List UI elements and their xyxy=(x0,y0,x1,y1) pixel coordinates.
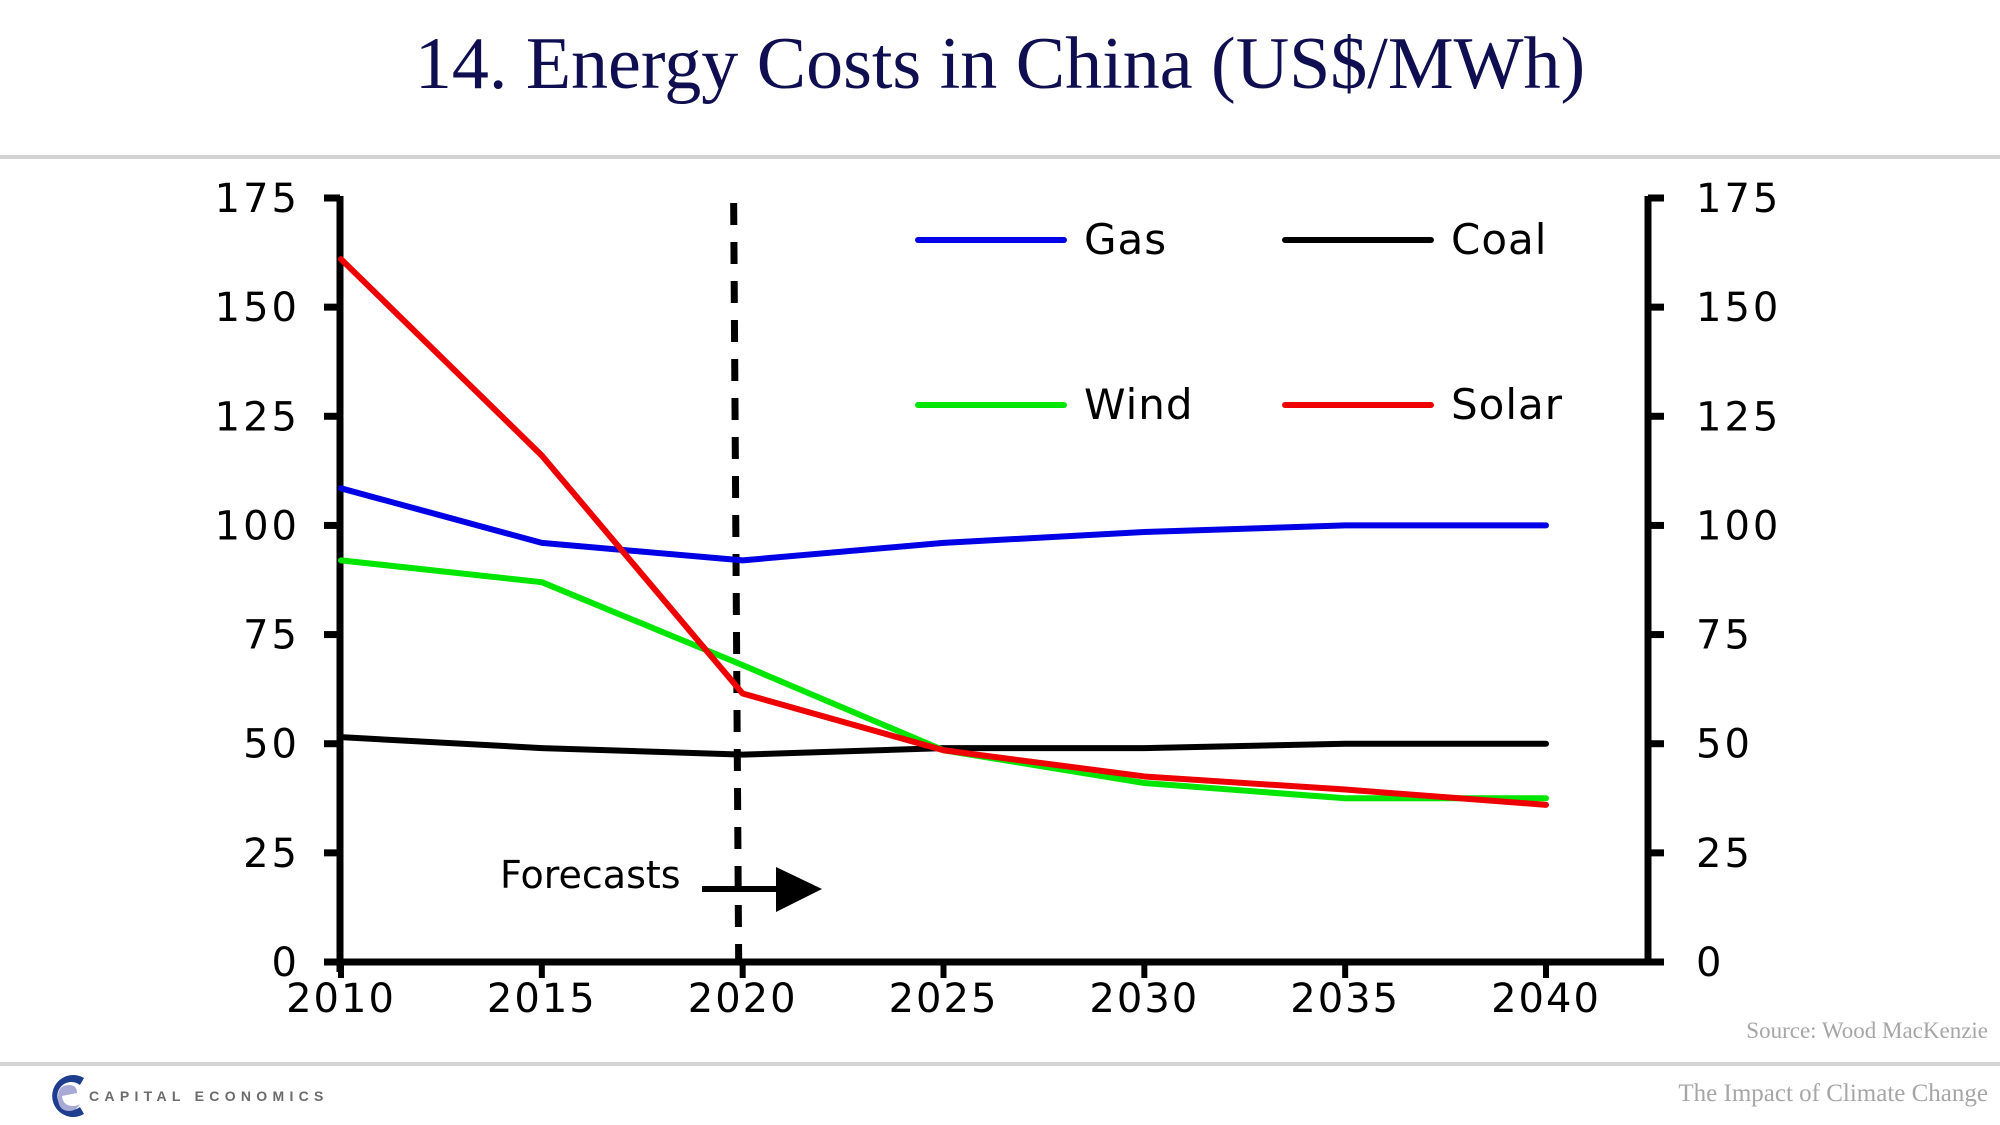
brand-name: CAPITAL ECONOMICS xyxy=(89,1088,329,1104)
y-tick-label-left: 150 xyxy=(215,285,300,331)
forecasts-label: Forecasts xyxy=(500,853,681,897)
x-tick-label: 2015 xyxy=(487,976,597,1022)
chart-legend: Gas Coal Wind Solar xyxy=(915,215,1563,429)
y-tick-label-right: 125 xyxy=(1696,394,1781,440)
y-tick-label-right: 100 xyxy=(1696,503,1781,549)
x-tick-label: 2035 xyxy=(1290,976,1400,1022)
y-tick-label-left: 25 xyxy=(243,831,300,877)
x-tick-label: 2025 xyxy=(889,976,999,1022)
legend-label-coal: Coal xyxy=(1451,215,1547,264)
x-tick-label: 2020 xyxy=(688,976,798,1022)
legend-label-wind: Wind xyxy=(1084,380,1194,429)
forecast-divider-dashed-line xyxy=(730,202,743,963)
header-divider xyxy=(0,155,2000,159)
chart-axes: 0 25 50 75 100 125 150 175 0 25 50 75 100 125 150 175 20… xyxy=(215,176,1781,1022)
y-tick-label-right: 175 xyxy=(1696,176,1781,222)
footer-divider xyxy=(0,1062,2000,1066)
x-tick-label: 2040 xyxy=(1491,976,1601,1022)
y-tick-label-right: 0 xyxy=(1696,940,1724,986)
footer-title: The Impact of Climate Change xyxy=(1678,1080,1988,1107)
y-tick-label-right: 50 xyxy=(1696,722,1753,768)
slide-title: 14. Energy Costs in China (US$/MWh) xyxy=(414,23,1586,105)
y-tick-label-left: 50 xyxy=(243,722,300,768)
y-tick-label-left: 175 xyxy=(215,176,300,222)
y-tick-label-right: 25 xyxy=(1696,831,1753,877)
chart-annotations: Forecasts xyxy=(500,202,822,963)
series-line-wind xyxy=(338,557,1549,802)
chart-series xyxy=(338,256,1549,808)
legend-label-solar: Solar xyxy=(1451,380,1563,429)
x-tick-label: 2030 xyxy=(1089,976,1199,1022)
series-line-solar xyxy=(338,256,1549,808)
legend-label-gas: Gas xyxy=(1084,215,1167,264)
y-tick-label-left: 100 xyxy=(215,503,300,549)
y-tick-label-right: 75 xyxy=(1696,613,1753,659)
y-tick-label-left: 0 xyxy=(272,940,300,986)
line-chart: 0 25 50 75 100 125 150 175 0 25 50 75 100 125 150 175 20… xyxy=(215,176,1781,1022)
logo-c-icon xyxy=(52,1075,84,1117)
y-tick-label-left: 125 xyxy=(215,394,300,440)
x-tick-label: 2010 xyxy=(286,976,396,1022)
series-line-gas xyxy=(338,485,1549,564)
source-note: Source: Wood MacKenzie xyxy=(1746,1018,1988,1043)
forecasts-arrow-icon xyxy=(776,867,822,912)
y-tick-label-right: 150 xyxy=(1696,285,1781,331)
y-tick-label-left: 75 xyxy=(243,613,300,659)
